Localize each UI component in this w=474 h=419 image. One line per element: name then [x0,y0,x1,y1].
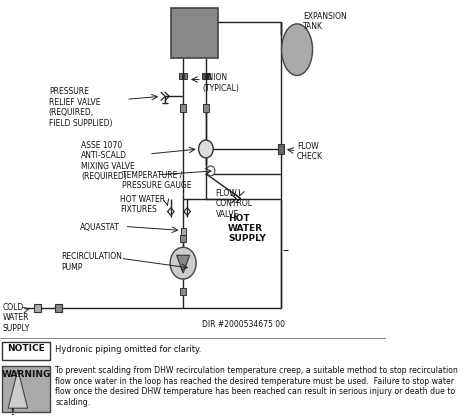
Text: RECIRCULATION
PUMP: RECIRCULATION PUMP [61,252,122,272]
Bar [180,235,186,242]
Bar [171,8,218,57]
Text: Hydronic piping omitted for clarity.: Hydronic piping omitted for clarity. [55,345,202,354]
Text: FLOW
CONTROL
VALVE: FLOW CONTROL VALVE [216,189,253,219]
Text: FLOW
CHECK: FLOW CHECK [297,142,323,161]
Bar [207,73,210,80]
Bar [181,228,186,235]
Bar [180,288,186,295]
Text: TEMPERATURE /
PRESSURE GAUGE: TEMPERATURE / PRESSURE GAUGE [122,171,191,190]
Circle shape [170,247,196,279]
Bar [180,104,186,112]
Text: UNION
(TYPICAL): UNION (TYPICAL) [203,73,239,93]
Circle shape [207,166,215,176]
Text: COLD
WATER
SUPPLY: COLD WATER SUPPLY [2,303,30,333]
Polygon shape [177,255,190,273]
Text: AQUASTAT: AQUASTAT [80,223,119,233]
Text: !: ! [10,408,14,417]
Text: To prevent scalding from DHW recirculation temperature creep, a suitable method : To prevent scalding from DHW recirculati… [55,367,458,407]
Bar [184,73,187,80]
Text: HOT
WATER
SUPPLY: HOT WATER SUPPLY [228,214,266,243]
Bar [1,365,50,412]
Bar [55,304,62,312]
Text: PRESSURE
RELIEF VALVE
(REQUIRED,
FIELD SUPPLIED): PRESSURE RELIEF VALVE (REQUIRED, FIELD S… [49,88,112,128]
Text: HOT WATER
FIXTURES: HOT WATER FIXTURES [120,195,165,214]
Text: NOTICE: NOTICE [7,344,45,353]
Ellipse shape [282,24,312,75]
Bar [1,341,50,360]
Bar [203,104,209,112]
Bar [202,73,205,80]
Polygon shape [8,370,27,408]
Bar [278,144,284,154]
Bar [34,304,41,312]
Text: WARNING: WARNING [1,370,51,380]
Text: EXPANSION
TANK: EXPANSION TANK [303,12,346,31]
Circle shape [199,140,213,158]
Text: ASSE 1070
ANTI-SCALD
MIXING VALVE
(REQUIRED): ASSE 1070 ANTI-SCALD MIXING VALVE (REQUI… [82,141,135,181]
Text: DIR #2000534675 00: DIR #2000534675 00 [202,320,285,329]
Bar [179,73,182,80]
